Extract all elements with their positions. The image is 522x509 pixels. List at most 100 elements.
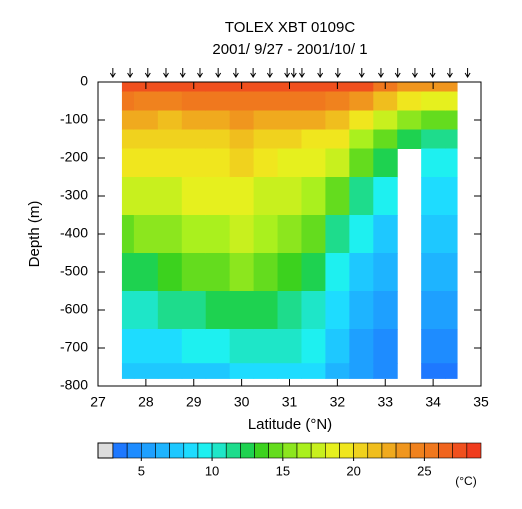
cell: [325, 291, 350, 330]
cell: [133, 110, 159, 130]
colorbar-tick-label: 15: [276, 463, 290, 478]
colorbar-swatch: [353, 442, 369, 459]
y-axis-label: Depth (m): [26, 201, 43, 268]
cell: [181, 129, 207, 149]
colorbar-swatch: [126, 442, 142, 459]
colorbar-swatch: [409, 442, 425, 459]
station-arrow: [163, 68, 169, 78]
cell: [445, 329, 458, 364]
x-tick-label: 32: [330, 394, 346, 410]
colorbar-swatch: [268, 442, 284, 459]
cell: [121, 291, 135, 330]
colorbar-swatch: [155, 442, 170, 459]
cell: [373, 253, 398, 292]
colorbar-swatch: [296, 442, 312, 459]
cell: [121, 329, 135, 364]
y-tick-label: -500: [60, 263, 88, 279]
cell: [301, 329, 326, 364]
cell: [325, 253, 350, 292]
cell: [349, 82, 374, 92]
cell: [421, 253, 446, 292]
cell: [349, 148, 374, 178]
cell: [301, 129, 326, 149]
colorbar-swatch: [325, 442, 340, 459]
cell: [181, 363, 207, 379]
station-arrow: [290, 68, 297, 78]
colorbar-unit: (°C): [455, 474, 476, 488]
cell: [421, 91, 446, 111]
cell: [397, 129, 422, 149]
cell: [421, 129, 446, 149]
x-tick-label: 31: [282, 394, 298, 410]
station-arrow: [412, 68, 418, 78]
cell: [277, 110, 302, 130]
colorbar-swatch: [141, 442, 156, 459]
cell: [121, 215, 135, 254]
cell: [325, 215, 350, 254]
colorbar-swatch: [183, 442, 199, 459]
cell: [121, 110, 135, 130]
cell: [421, 291, 446, 330]
cell: [181, 253, 207, 292]
cell: [205, 363, 231, 379]
x-tick-label: 28: [138, 394, 154, 410]
station-arrow: [232, 68, 239, 78]
colorbar-swatch: [466, 442, 482, 459]
y-tick-label: 0: [80, 73, 88, 89]
cell: [229, 363, 255, 379]
cell: [133, 129, 159, 149]
cell: [277, 177, 302, 216]
cell: [349, 110, 374, 130]
cell: [181, 329, 207, 364]
cell: [349, 129, 374, 149]
colorbar-swatch: [395, 442, 411, 459]
cell: [445, 363, 458, 379]
cell: [325, 363, 350, 379]
cell: [157, 91, 183, 111]
cell: [277, 363, 302, 379]
cell: [229, 129, 255, 149]
cell: [301, 82, 326, 92]
cell: [205, 110, 231, 130]
cell: [373, 363, 398, 379]
cell: [205, 129, 231, 149]
colorbar-swatch: [452, 442, 468, 459]
station-arrow: [127, 68, 133, 78]
cell: [121, 82, 135, 92]
cell: [229, 215, 255, 254]
cell: [277, 91, 302, 111]
cell: [373, 91, 398, 111]
station-arrow: [358, 68, 365, 78]
cell: [253, 329, 279, 364]
cell: [229, 291, 255, 330]
cell: [181, 110, 207, 130]
cell: [397, 82, 422, 92]
cell: [373, 329, 398, 364]
x-tick-label: 29: [186, 394, 202, 410]
colorbar-tick-label: 10: [205, 463, 219, 478]
cell: [157, 363, 183, 379]
cell: [325, 91, 350, 111]
cell: [157, 291, 183, 330]
cell: [205, 291, 231, 330]
colorbar-tick-label: 20: [346, 463, 360, 478]
colorbar-swatch: [197, 442, 213, 459]
station-arrow: [109, 68, 116, 78]
cell: [349, 215, 374, 254]
cell: [253, 253, 279, 292]
cell: [253, 177, 279, 216]
cell: [277, 291, 302, 330]
y-tick-label: -300: [60, 187, 88, 203]
cell: [277, 215, 302, 254]
cell: [373, 177, 398, 216]
station-arrow: [266, 68, 273, 78]
cell: [421, 215, 446, 254]
y-tick-label: -400: [60, 225, 88, 241]
cell: [397, 91, 422, 111]
cell: [157, 253, 183, 292]
colorbar-tick-label: 25: [417, 463, 431, 478]
y-tick-label: -700: [60, 339, 88, 355]
cell: [181, 177, 207, 216]
cell: [421, 110, 446, 130]
